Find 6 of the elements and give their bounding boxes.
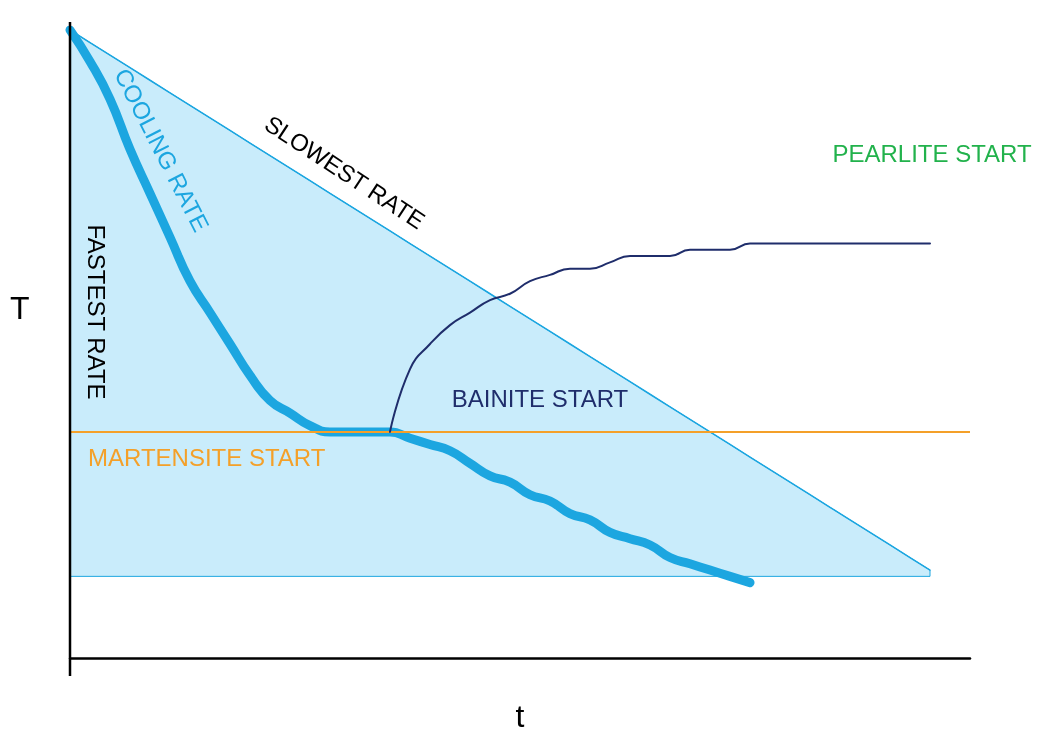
annotation: BAINITE START — [451, 384, 629, 412]
y-axis-title: T — [10, 290, 30, 326]
x-axis-title: t — [515, 698, 525, 734]
annotation: FASTEST RATE — [82, 224, 110, 400]
annotation: PEARLITE START — [832, 139, 1032, 167]
ref-line-label: MARTENSITE START — [88, 444, 326, 472]
